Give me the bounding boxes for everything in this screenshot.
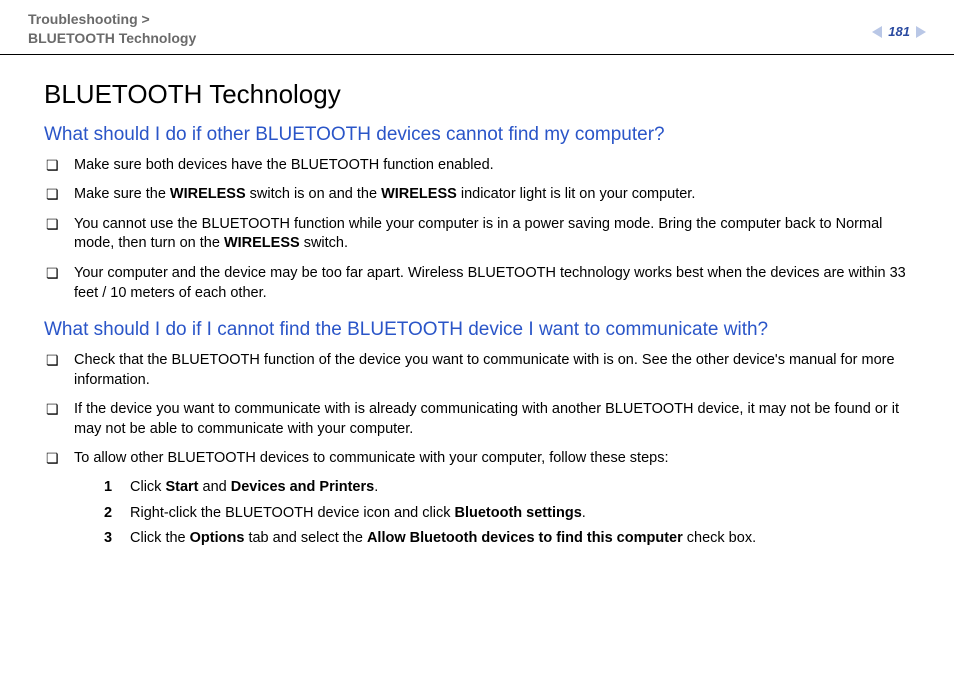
step-item: Click Start and Devices and Printers. xyxy=(104,477,926,499)
text: check box. xyxy=(683,530,756,546)
page-number: 181 xyxy=(888,24,910,39)
prev-page-icon[interactable] xyxy=(872,26,882,38)
text: Make sure the xyxy=(74,186,170,202)
page-root: Troubleshooting > BLUETOOTH Technology 1… xyxy=(0,0,954,674)
step-item: Click the Options tab and select the All… xyxy=(104,528,926,550)
text: To allow other BLUETOOTH devices to comm… xyxy=(74,450,669,466)
text: Your computer and the device may be too … xyxy=(74,265,906,301)
bold-text: Bluetooth settings xyxy=(455,505,582,521)
text: . xyxy=(582,505,586,521)
answer-list-2: Check that the BLUETOOTH function of the… xyxy=(44,351,926,550)
content-area: BLUETOOTH Technology What should I do if… xyxy=(0,55,954,550)
question-2: What should I do if I cannot find the BL… xyxy=(44,319,926,341)
text: indicator light is lit on your computer. xyxy=(457,186,696,202)
text: . xyxy=(374,479,378,495)
bold-text: Allow Bluetooth devices to find this com… xyxy=(367,530,683,546)
list-item: Check that the BLUETOOTH function of the… xyxy=(44,351,926,390)
text: and xyxy=(199,479,231,495)
breadcrumb-line1: Troubleshooting > xyxy=(28,11,150,27)
list-item: If the device you want to communicate wi… xyxy=(44,400,926,439)
list-item: Your computer and the device may be too … xyxy=(44,264,926,303)
text: If the device you want to communicate wi… xyxy=(74,401,899,437)
list-item: You cannot use the BLUETOOTH function wh… xyxy=(44,215,926,254)
bold-text: WIRELESS xyxy=(381,186,457,202)
list-item: To allow other BLUETOOTH devices to comm… xyxy=(44,449,926,550)
bold-text: Options xyxy=(190,530,245,546)
text: Click the xyxy=(130,530,190,546)
steps-list: Click Start and Devices and Printers. Ri… xyxy=(104,477,926,550)
text: Check that the BLUETOOTH function of the… xyxy=(74,352,895,388)
text: You cannot use the BLUETOOTH function wh… xyxy=(74,216,882,252)
text: Make sure both devices have the BLUETOOT… xyxy=(74,157,494,173)
bold-text: WIRELESS xyxy=(224,235,300,251)
bold-text: Start xyxy=(165,479,198,495)
page-title: BLUETOOTH Technology xyxy=(44,79,926,110)
bold-text: WIRELESS xyxy=(170,186,246,202)
question-1: What should I do if other BLUETOOTH devi… xyxy=(44,124,926,146)
text: Right-click the BLUETOOTH device icon an… xyxy=(130,505,455,521)
answer-list-1: Make sure both devices have the BLUETOOT… xyxy=(44,156,926,303)
list-item: Make sure the WIRELESS switch is on and … xyxy=(44,185,926,205)
breadcrumb[interactable]: Troubleshooting > BLUETOOTH Technology xyxy=(28,10,196,48)
text: Click xyxy=(130,479,165,495)
next-page-icon[interactable] xyxy=(916,26,926,38)
text: switch is on and the xyxy=(246,186,381,202)
step-item: Right-click the BLUETOOTH device icon an… xyxy=(104,503,926,525)
page-header: Troubleshooting > BLUETOOTH Technology 1… xyxy=(0,0,954,55)
text: switch. xyxy=(300,235,348,251)
breadcrumb-line2: BLUETOOTH Technology xyxy=(28,30,196,46)
text: tab and select the xyxy=(244,530,367,546)
page-nav: 181 xyxy=(872,10,926,39)
bold-text: Devices and Printers xyxy=(231,479,374,495)
list-item: Make sure both devices have the BLUETOOT… xyxy=(44,156,926,176)
